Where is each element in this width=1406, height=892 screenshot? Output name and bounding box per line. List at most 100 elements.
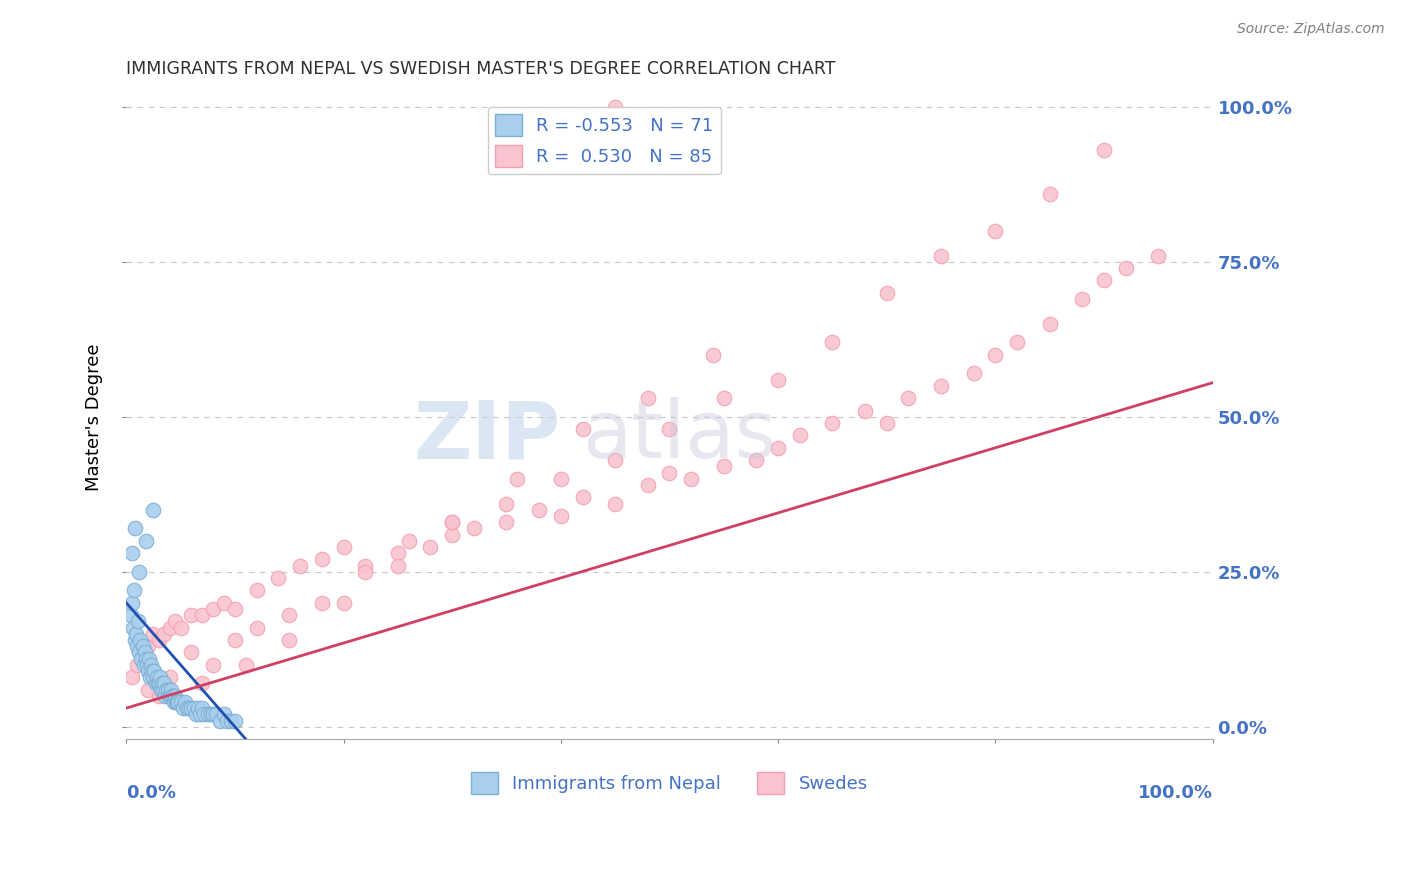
Point <box>929 378 952 392</box>
Point <box>658 422 681 436</box>
Point <box>142 670 165 684</box>
Point <box>853 403 876 417</box>
Point <box>124 632 146 647</box>
Point <box>224 632 246 647</box>
Point <box>637 478 659 492</box>
Text: 100.0%: 100.0% <box>1137 784 1213 802</box>
Point <box>311 552 333 566</box>
Point <box>713 391 735 405</box>
Point <box>160 689 183 703</box>
Point <box>148 676 170 690</box>
Point <box>246 621 269 635</box>
Point <box>550 472 572 486</box>
Point <box>200 707 222 722</box>
Point <box>1115 260 1137 275</box>
Point <box>212 707 235 722</box>
Point <box>122 583 145 598</box>
Point <box>963 367 986 381</box>
Point <box>197 707 219 722</box>
Point <box>142 626 165 640</box>
Point <box>128 645 150 659</box>
Point <box>202 602 225 616</box>
Point <box>637 391 659 405</box>
Point <box>605 497 627 511</box>
Point <box>354 565 377 579</box>
Text: atlas: atlas <box>582 397 778 475</box>
Point <box>131 645 153 659</box>
Point <box>311 596 333 610</box>
Point <box>134 645 156 659</box>
Point <box>332 596 354 610</box>
Point <box>156 682 179 697</box>
Point <box>135 657 157 672</box>
Point <box>125 657 148 672</box>
Point <box>217 714 239 728</box>
Point <box>984 224 1007 238</box>
Point <box>387 558 409 573</box>
Point <box>149 670 172 684</box>
Text: Source: ZipAtlas.com: Source: ZipAtlas.com <box>1237 22 1385 37</box>
Point <box>125 626 148 640</box>
Point <box>120 608 142 623</box>
Point <box>441 527 464 541</box>
Point <box>212 596 235 610</box>
Point <box>191 701 214 715</box>
Point <box>180 701 202 715</box>
Point <box>165 689 187 703</box>
Point <box>224 602 246 616</box>
Point <box>288 558 311 573</box>
Point <box>658 466 681 480</box>
Point <box>571 422 593 436</box>
Point <box>124 521 146 535</box>
Point <box>188 707 211 722</box>
Point <box>246 583 269 598</box>
Point <box>495 515 517 529</box>
Point <box>224 714 246 728</box>
Point <box>145 676 167 690</box>
Point <box>162 689 184 703</box>
Point <box>278 632 301 647</box>
Point <box>121 621 143 635</box>
Point <box>135 651 157 665</box>
Point <box>121 596 143 610</box>
Point <box>219 714 242 728</box>
Point <box>180 608 202 623</box>
Point <box>441 515 464 529</box>
Point <box>571 491 593 505</box>
Legend: Immigrants from Nepal, Swedes: Immigrants from Nepal, Swedes <box>464 764 876 801</box>
Point <box>267 571 290 585</box>
Point <box>789 428 811 442</box>
Point <box>121 546 143 560</box>
Point <box>929 249 952 263</box>
Point <box>702 348 724 362</box>
Point <box>125 639 148 653</box>
Point <box>169 695 191 709</box>
Point <box>821 335 844 350</box>
Text: 0.0%: 0.0% <box>127 784 176 802</box>
Point <box>1092 273 1115 287</box>
Point <box>131 639 153 653</box>
Point <box>984 348 1007 362</box>
Point <box>179 701 201 715</box>
Point <box>202 707 225 722</box>
Point <box>159 682 181 697</box>
Point <box>141 664 163 678</box>
Point <box>193 707 215 722</box>
Point <box>463 521 485 535</box>
Point <box>821 416 844 430</box>
Point <box>142 502 165 516</box>
Point <box>419 540 441 554</box>
Point <box>143 664 166 678</box>
Point <box>184 707 207 722</box>
Point <box>191 608 214 623</box>
Point <box>605 100 627 114</box>
Point <box>127 615 149 629</box>
Point <box>205 707 228 722</box>
Point <box>153 626 176 640</box>
Point <box>398 533 420 548</box>
Point <box>153 676 176 690</box>
Point <box>681 472 703 486</box>
Point <box>136 682 159 697</box>
Point <box>169 621 191 635</box>
Point <box>146 676 169 690</box>
